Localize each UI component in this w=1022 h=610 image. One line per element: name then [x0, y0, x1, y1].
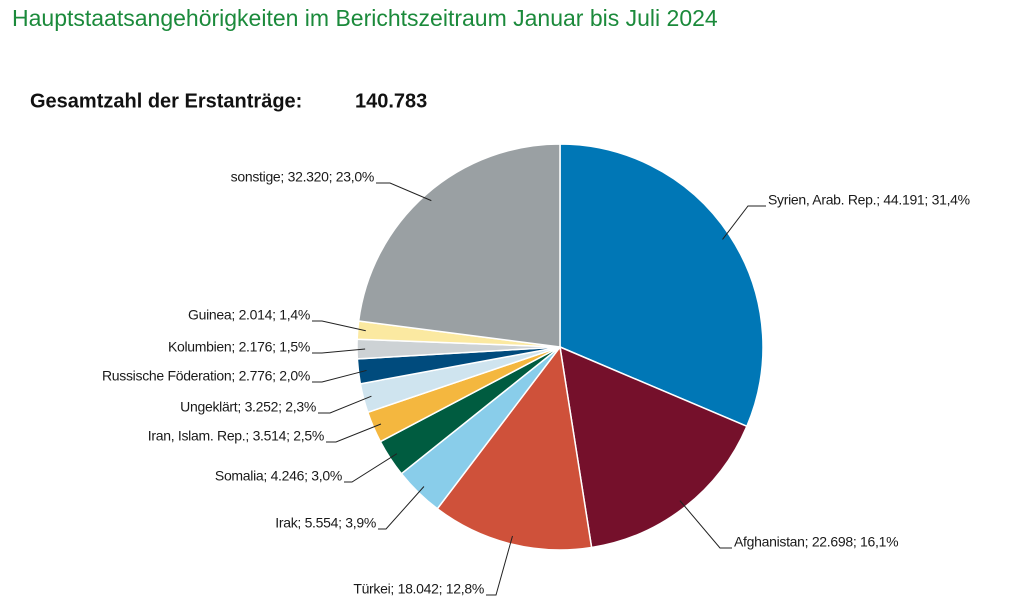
data-label: Somalia; 4.246; 3,0% — [215, 468, 342, 484]
leader-line — [486, 535, 513, 596]
leader-line — [378, 486, 425, 530]
leader-line — [376, 182, 432, 202]
pie-slice — [357, 143, 561, 348]
chart-title: Hauptstaatsangehörigkeiten im Berichtsze… — [12, 5, 718, 31]
data-label: sonstige; 32.320; 23,0% — [231, 169, 374, 185]
data-label: Guinea; 2.014; 1,4% — [188, 307, 310, 323]
leader-line — [312, 369, 367, 383]
data-label: Ungeklärt; 3.252; 2,3% — [180, 399, 316, 415]
leader-line — [312, 320, 366, 332]
leader-line — [722, 205, 766, 240]
data-label: Irak; 5.554; 3,9% — [275, 515, 376, 531]
leader-line — [326, 423, 382, 443]
data-label: Kolumbien; 2.176; 1,5% — [168, 339, 310, 355]
leader-line — [318, 395, 372, 414]
leader-line — [679, 500, 732, 549]
data-label: Iran, Islam. Rep.; 3.514; 2,5% — [148, 428, 324, 444]
subtitle: Gesamtzahl der Erstanträge: — [30, 90, 302, 112]
data-label: Russische Föderation; 2.776; 2,0% — [102, 368, 310, 384]
data-label: Syrien, Arab. Rep.; 44.191; 31,4% — [768, 192, 970, 208]
total: 140.783 — [355, 90, 427, 112]
pie-slice — [559, 143, 764, 428]
leader-line — [344, 453, 398, 483]
leader-line — [312, 348, 366, 354]
data-label: Afghanistan; 22.698; 16,1% — [734, 534, 898, 550]
data-label: Türkei; 18.042; 12,8% — [353, 581, 484, 597]
